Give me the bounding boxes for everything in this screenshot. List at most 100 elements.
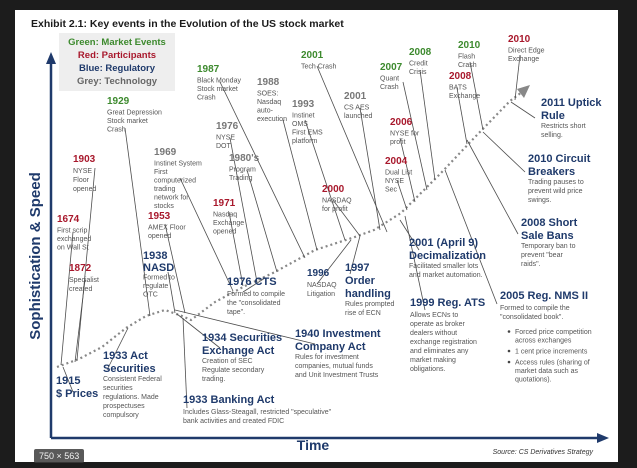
source-note: Source: CS Derivatives Strategy	[493, 449, 594, 456]
y-axis-arrowhead	[46, 52, 56, 64]
legend-market: Green: Market Events	[68, 37, 166, 48]
leader-line	[316, 65, 388, 233]
event-heading: 1933 Banking Act	[183, 394, 275, 406]
event-description: OTC	[143, 292, 158, 299]
nms-bullet-text: 1 cent price increments	[515, 349, 588, 356]
event-description: NYSE for	[390, 131, 420, 138]
event-description: platform	[292, 138, 317, 145]
event-description: for profit	[322, 206, 348, 213]
event-description: Restricts short	[541, 123, 586, 130]
event-y1903: 1903 NYSE Floor opened	[73, 154, 96, 193]
event-description: opened	[148, 233, 171, 240]
leader-line	[510, 101, 536, 119]
event-description: Trading pauses to	[528, 179, 584, 186]
event-heading: Order	[345, 275, 376, 287]
leader-line	[242, 277, 266, 293]
event-description: regulate	[143, 283, 168, 290]
legend-box: Green: Market Events Red: Participants B…	[59, 33, 175, 91]
event-heading: 2001 (April 9)	[409, 237, 478, 249]
event-description: exchange registration	[410, 339, 477, 346]
leader-line	[106, 327, 129, 371]
event-description: network for	[154, 195, 189, 202]
event-description: Nasdaq	[257, 99, 281, 106]
event-description: Direct Edge	[508, 48, 545, 55]
event-heading: 1988	[257, 77, 280, 88]
leader-line	[444, 169, 498, 305]
event-description: and Unit Investment Trusts	[295, 372, 379, 379]
leader-lines	[60, 54, 536, 409]
leader-line	[62, 366, 74, 393]
event-heading: 1976 CTS	[227, 276, 277, 288]
event-description: the "consolidated	[227, 300, 281, 307]
leader-line	[176, 313, 221, 349]
event-y2001d: 2001 (April 9)DecimalizationFacilitated …	[409, 237, 486, 279]
event-description: Instinet	[292, 113, 315, 120]
leader-line	[76, 167, 96, 361]
event-description: trading	[154, 186, 176, 193]
event-description: Temporary ban to	[521, 243, 576, 250]
event-heading: 1933 Act	[103, 350, 148, 362]
leader-line	[456, 87, 468, 145]
event-y1915: 1915$ Prices	[56, 375, 98, 400]
event-description: launched	[344, 113, 373, 120]
event-description: regulations. Made	[103, 394, 159, 401]
event-description: Crash	[107, 127, 126, 134]
event-description: computerized	[154, 178, 196, 185]
leader-line	[179, 177, 234, 292]
x-axis-arrowhead	[597, 433, 609, 443]
event-description: prevent "bear	[521, 252, 563, 259]
leader-line	[74, 279, 86, 363]
event-heading: 2008	[449, 71, 472, 82]
event-heading: 1997	[345, 262, 369, 274]
leader-line	[174, 309, 316, 345]
event-heading: 1903	[73, 154, 96, 165]
event-description: Stock market	[197, 86, 238, 93]
event-heading: Sale Bans	[521, 230, 574, 242]
evolution-curve	[56, 91, 523, 369]
x-axis-title: Time	[297, 437, 330, 453]
event-description: selling.	[541, 132, 563, 139]
leader-line	[316, 239, 352, 285]
leader-line	[399, 137, 416, 203]
leader-line	[332, 199, 361, 237]
leader-line	[229, 137, 258, 283]
event-description: OMS	[292, 121, 308, 128]
event-description: Black Monday	[197, 78, 241, 85]
event-description: prevent wild price	[528, 188, 583, 195]
leader-line	[419, 69, 436, 181]
leader-line	[482, 131, 526, 173]
evolution-curve-arrowhead	[517, 85, 530, 98]
leader-line	[514, 54, 521, 101]
event-heading: 2008 Short	[521, 217, 578, 229]
bullet-dot	[507, 360, 511, 364]
legend-technology: Grey: Technology	[77, 76, 158, 87]
event-heading: 1980's	[229, 153, 260, 164]
event-description: market making	[410, 357, 456, 364]
event-description: execution	[257, 116, 287, 123]
leader-line	[402, 81, 428, 191]
event-description: NASDAQ	[322, 198, 352, 205]
bullet-dot	[507, 349, 511, 353]
event-description: tape".	[227, 309, 245, 316]
event-heading: Exchange Act	[202, 345, 275, 357]
event-heading: 2010	[458, 40, 481, 51]
event-heading: 2007	[380, 62, 403, 73]
event-description: raids".	[521, 261, 541, 268]
event-heading: 2010	[508, 34, 531, 45]
event-heading: 1987	[197, 64, 220, 75]
event-description: BATS	[449, 85, 467, 92]
event-description: Formed to compile	[227, 291, 285, 298]
event-description: Great Depression	[107, 110, 162, 117]
event-description: CS AES	[344, 105, 370, 112]
event-description: trading.	[202, 376, 225, 383]
event-heading: Breakers	[528, 166, 575, 178]
event-heading: 1953	[148, 211, 171, 222]
